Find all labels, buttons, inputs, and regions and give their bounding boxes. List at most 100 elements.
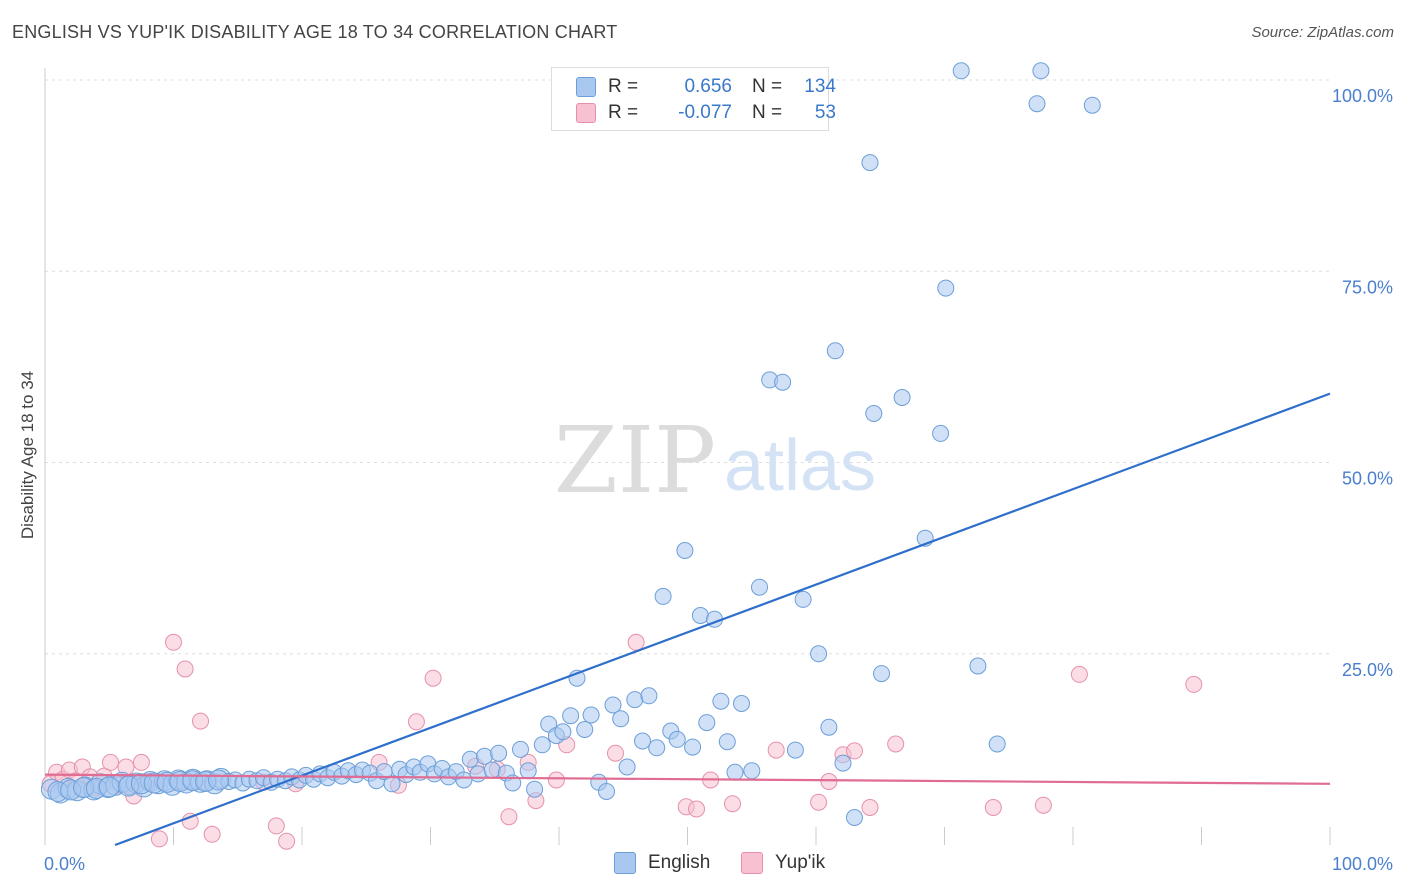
yupik-swatch [576,103,596,123]
english-point [684,738,702,756]
english-point [865,405,883,422]
english-point [873,665,890,683]
y-tick-label: 25.0% [1342,660,1393,680]
legend-row-yupik: R = -0.077 N = 53 [576,101,836,125]
english-point [98,776,120,798]
english-point [774,373,792,391]
english-point [952,62,970,80]
english-point [820,718,838,736]
yupik-point [192,712,209,730]
english-point [846,809,863,826]
yupik-point [267,817,285,835]
yupik-legend-swatch [741,852,763,874]
yupik-point [887,735,905,753]
english-point [533,736,551,754]
english-point [733,695,750,712]
english-point [698,714,716,732]
english-point [634,732,651,750]
english-point [1083,96,1101,114]
english-swatch [576,77,596,97]
yupik-point [1070,665,1088,683]
n-label: N = [752,76,783,97]
series-legend: English Yup'ik [0,852,1406,878]
legend-row-english: R = 0.656 N = 134 [576,75,836,99]
english-point [718,733,736,751]
english-point [794,590,812,608]
english-point [1032,62,1050,80]
english-point [691,607,709,624]
r-label: R = [608,76,639,97]
english-n-value: 134 [804,76,836,97]
yupik-point [407,713,425,731]
yupik-point [165,633,182,651]
english-point [208,769,229,791]
english-point [461,750,479,768]
english-point [483,761,501,779]
english-point [726,763,744,781]
yupik-point [688,800,705,818]
x-tick-label: 0.0% [44,854,85,874]
chart-title: ENGLISH VS YUP'IK DISABILITY AGE 18 TO 3… [12,22,618,42]
english-point [626,691,644,709]
yupik-point [181,812,199,830]
english-point [469,765,487,783]
yupik-point [547,771,565,789]
english-point [932,424,950,442]
yupik-point [1185,675,1203,693]
english-point [969,657,987,675]
legend-item-yupik[interactable]: Yup'ik [741,852,825,874]
english-point [834,754,852,772]
yupik-point [724,795,741,813]
english-point [618,758,636,776]
r-label: R = [608,102,639,123]
english-point [712,692,730,710]
english-point [640,687,658,705]
y-tick-label: 100.0% [1332,86,1393,106]
english-trend-line [114,392,1331,847]
yupik-point [861,799,879,816]
yupik-point [820,773,838,790]
correlation-legend: R = 0.656 N = 134 R = -0.077 N = 53 [551,67,836,131]
y-tick-label: 75.0% [1342,277,1393,297]
english-point [383,775,401,793]
yupik-point [500,808,518,826]
yupik-n-value: 53 [814,102,836,123]
yupik-point [810,793,828,811]
yupik-point [846,742,863,760]
yupik-point [1034,796,1052,814]
english-point [893,389,911,406]
yupik-point [984,799,1002,816]
english-point [810,645,828,663]
english-legend-swatch [614,852,636,874]
english-point [648,739,666,757]
yupik-point [150,830,168,848]
english-point [455,771,473,789]
english-point [743,762,761,780]
english-point [826,342,844,360]
english-point [526,780,544,798]
yupik-point [132,753,150,771]
legend-item-english[interactable]: English [614,852,710,874]
english-point [676,542,694,559]
yupik-point [102,753,119,771]
yupik-point [627,633,645,651]
english-point [861,154,879,172]
watermark-atlas: atlas [724,426,876,506]
yupik-r-value: -0.077 [678,102,732,123]
yupik-point [176,660,194,678]
yupik-point [203,825,221,843]
english-point [654,587,672,605]
english-point [519,762,537,780]
english-point [668,730,686,748]
n-label: N = [752,102,783,123]
source-label: Source: ZipAtlas.com [1251,24,1394,41]
yupik-point [278,832,296,850]
english-point [988,735,1006,753]
x-tick-label: 100.0% [1332,854,1393,874]
english-r-value: 0.656 [684,76,732,97]
english-point [937,279,955,297]
english-point [604,696,622,714]
english-legend-label: English [648,852,711,873]
english-point [612,710,630,728]
